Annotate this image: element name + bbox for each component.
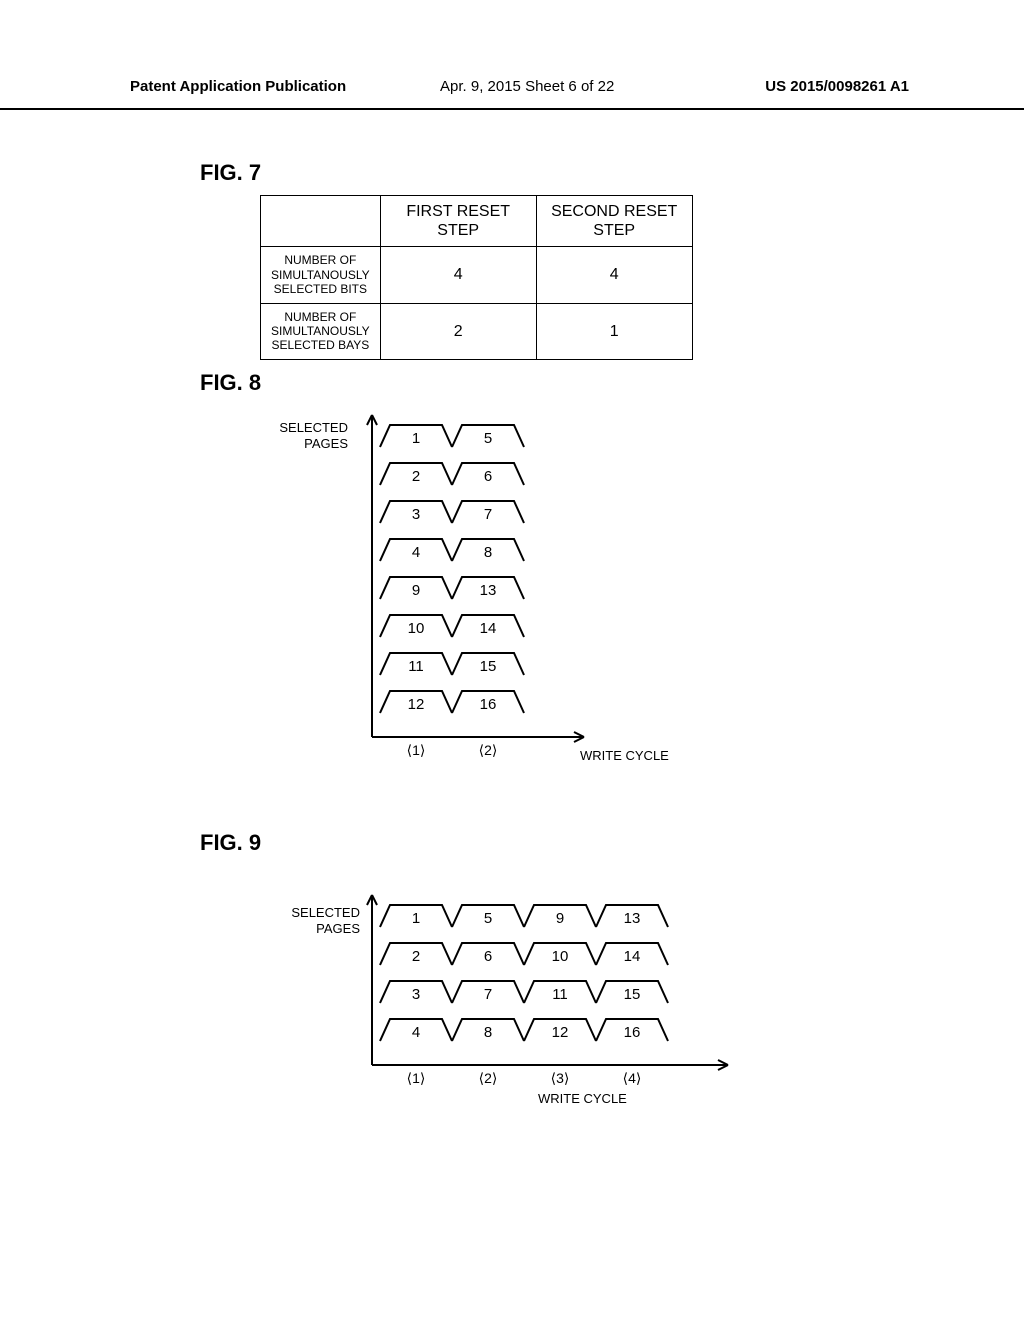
fig8-ylabel-text: SELECTED PAGES: [279, 420, 348, 451]
fig9-label: FIG. 9: [200, 830, 261, 856]
svg-text:5: 5: [484, 910, 492, 927]
svg-text:15: 15: [480, 658, 497, 675]
fig7-table: FIRST RESET STEP SECOND RESET STEP NUMBE…: [260, 195, 693, 360]
svg-text:14: 14: [480, 620, 497, 637]
svg-text:⟨3⟩: ⟨3⟩: [551, 1070, 570, 1086]
col-second: SECOND RESET STEP: [536, 196, 692, 247]
col-blank: [261, 196, 381, 247]
fig8-ylabel: SELECTED PAGES: [268, 420, 348, 451]
svg-text:⟨1⟩: ⟨1⟩: [407, 1070, 426, 1086]
svg-text:2: 2: [412, 468, 420, 485]
table-row: NUMBER OF SIMULTANOUSLY SELECTED BAYS 2 …: [261, 303, 693, 359]
svg-text:15: 15: [624, 986, 641, 1003]
cell-first: 2: [380, 303, 536, 359]
svg-text:⟨1⟩: ⟨1⟩: [407, 742, 426, 758]
page: Patent Application Publication Apr. 9, 2…: [0, 0, 1024, 1320]
svg-text:6: 6: [484, 948, 492, 965]
svg-text:8: 8: [484, 1024, 492, 1041]
col-first: FIRST RESET STEP: [380, 196, 536, 247]
fig9-ylabel: SELECTED PAGES: [280, 905, 360, 936]
svg-text:4: 4: [412, 1024, 420, 1041]
svg-text:13: 13: [624, 910, 641, 927]
page-header: Patent Application Publication Apr. 9, 2…: [0, 78, 1024, 110]
cell-second: 4: [536, 247, 692, 303]
header-right: US 2015/0098261 A1: [765, 78, 909, 95]
header-mid: Apr. 9, 2015 Sheet 6 of 22: [440, 78, 614, 95]
svg-text:4: 4: [412, 544, 420, 561]
svg-text:3: 3: [412, 986, 420, 1003]
fig9-xlabel: WRITE CYCLE: [538, 1091, 627, 1106]
row-label: NUMBER OF SIMULTANOUSLY SELECTED BITS: [261, 247, 381, 303]
svg-text:1: 1: [412, 430, 420, 447]
fig9-chart: 15913261014371115481216⟨1⟩⟨2⟩⟨3⟩⟨4⟩: [350, 875, 810, 1105]
row-label-text: NUMBER OF SIMULTANOUSLY SELECTED BAYS: [271, 310, 370, 353]
svg-text:16: 16: [480, 696, 497, 713]
svg-text:11: 11: [408, 658, 424, 675]
svg-text:14: 14: [624, 948, 641, 965]
svg-text:16: 16: [624, 1024, 641, 1041]
svg-text:8: 8: [484, 544, 492, 561]
row-label: NUMBER OF SIMULTANOUSLY SELECTED BAYS: [261, 303, 381, 359]
fig8-chart: 15263748913101411151216⟨1⟩⟨2⟩: [350, 395, 720, 775]
svg-text:10: 10: [552, 948, 569, 965]
cell-first: 4: [380, 247, 536, 303]
table-row: FIRST RESET STEP SECOND RESET STEP: [261, 196, 693, 247]
header-left: Patent Application Publication: [130, 78, 346, 95]
table-row: NUMBER OF SIMULTANOUSLY SELECTED BITS 4 …: [261, 247, 693, 303]
fig8-label: FIG. 8: [200, 370, 261, 396]
svg-text:⟨4⟩: ⟨4⟩: [623, 1070, 642, 1086]
svg-text:⟨2⟩: ⟨2⟩: [479, 742, 498, 758]
svg-text:11: 11: [552, 986, 568, 1003]
svg-text:13: 13: [480, 582, 497, 599]
svg-text:7: 7: [484, 506, 492, 523]
row-label-text: NUMBER OF SIMULTANOUSLY SELECTED BITS: [271, 253, 370, 296]
svg-text:12: 12: [408, 696, 425, 713]
svg-text:9: 9: [412, 582, 420, 599]
svg-text:10: 10: [408, 620, 425, 637]
svg-text:9: 9: [556, 910, 564, 927]
svg-text:3: 3: [412, 506, 420, 523]
svg-text:2: 2: [412, 948, 420, 965]
fig8-xlabel: WRITE CYCLE: [580, 748, 669, 763]
svg-text:1: 1: [412, 910, 420, 927]
svg-text:⟨2⟩: ⟨2⟩: [479, 1070, 498, 1086]
svg-text:5: 5: [484, 430, 492, 447]
svg-text:7: 7: [484, 986, 492, 1003]
fig7-label: FIG. 7: [200, 160, 261, 186]
svg-text:12: 12: [552, 1024, 569, 1041]
cell-second: 1: [536, 303, 692, 359]
svg-text:6: 6: [484, 468, 492, 485]
